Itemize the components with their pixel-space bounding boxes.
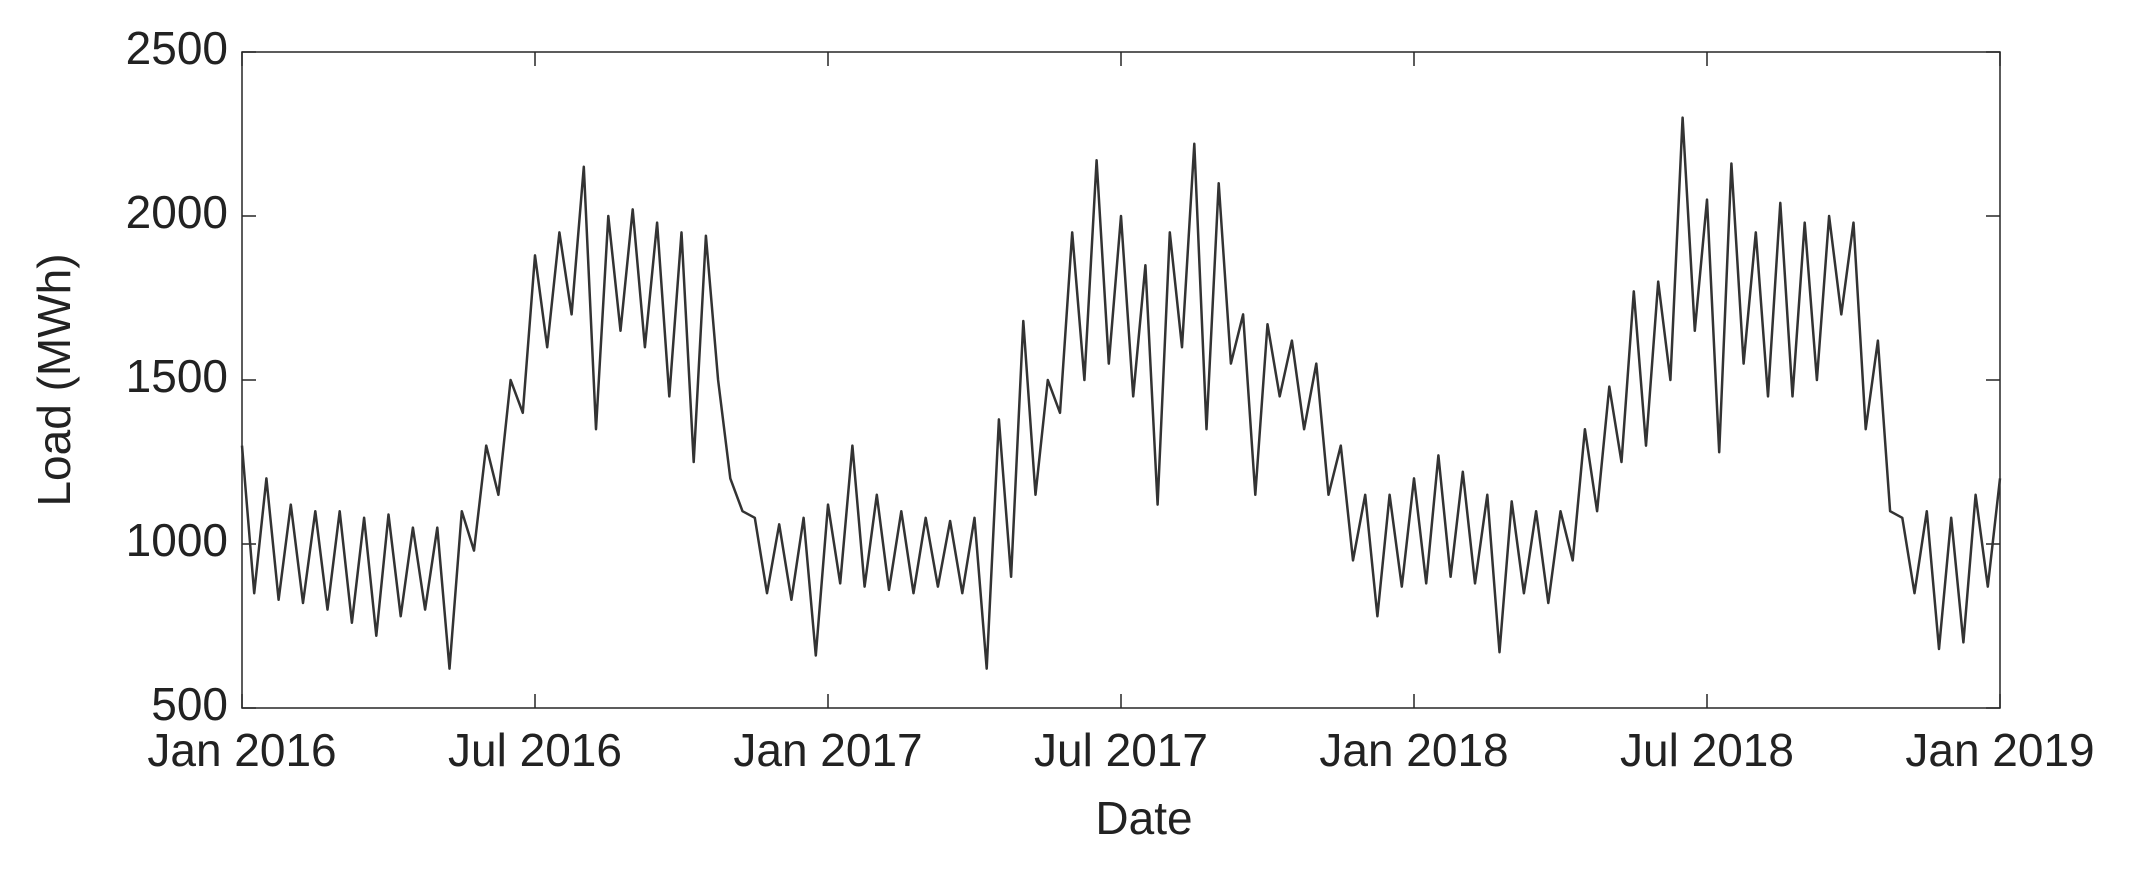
y-tick-label: 500 [151,678,228,730]
x-tick-label: Jul 2018 [1620,724,1794,776]
x-tick-label: Jul 2016 [448,724,622,776]
x-tick-label: Jul 2017 [1034,724,1208,776]
y-tick-label: 1500 [126,350,228,402]
y-tick-label: 1000 [126,514,228,566]
y-tick-label: 2500 [126,22,228,74]
x-tick-label: Jan 2018 [1319,724,1508,776]
y-axis-label: Load (MWh) [28,253,80,506]
y-tick-label: 2000 [126,186,228,238]
x-axis-label: Date [1095,792,1192,844]
x-tick-label: Jan 2019 [1905,724,2094,776]
x-tick-label: Jan 2017 [733,724,922,776]
load-line [240,116,2002,670]
x-tick-label: Jan 2016 [147,724,336,776]
plot-frame [241,51,2001,709]
